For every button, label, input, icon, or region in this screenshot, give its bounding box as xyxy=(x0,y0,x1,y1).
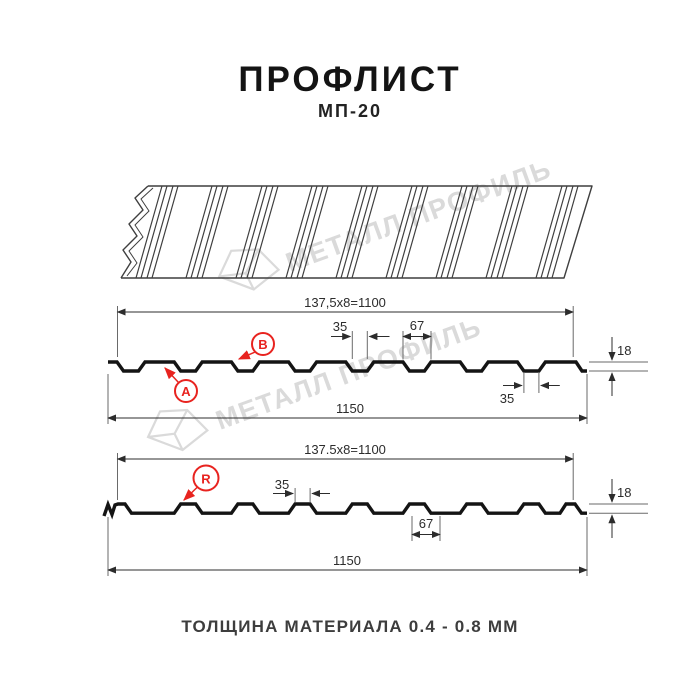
dim-label-height-ab: 18 xyxy=(617,343,631,358)
dimension-valley-r xyxy=(411,516,441,541)
callout-a-label: A xyxy=(181,384,191,399)
dimension-cover-width-ab xyxy=(116,306,575,357)
page-subtitle: МП-20 xyxy=(318,101,382,121)
dim-label-valley-r: 67 xyxy=(419,516,433,531)
dim-label-cover-width-r: 137.5x8=1100 xyxy=(304,442,386,457)
dimension-rib-bottom-ab xyxy=(503,372,560,393)
metall-profil-logo-icon xyxy=(146,408,210,452)
profile-diagram-r: 137.5x8=1100 35 67 18 xyxy=(102,442,648,576)
dimension-full-width-ab xyxy=(107,374,588,424)
sheet-perspective-sketch xyxy=(120,185,593,279)
dim-label-rib-opening-ab: 67 xyxy=(410,318,424,333)
dimension-rib-top-ab xyxy=(331,331,390,359)
dim-label-rib-top-r: 35 xyxy=(275,477,289,492)
dimension-height-r xyxy=(589,479,648,538)
callout-r-label: R xyxy=(201,472,211,487)
dimension-rib-opening-ab xyxy=(402,331,432,360)
dimension-full-width-r xyxy=(107,517,588,576)
dim-label-height-r: 18 xyxy=(617,485,631,500)
profile-diagram-ab: 137,5x8=1100 35 67 35 xyxy=(107,295,648,424)
watermark-bottom: МЕТАЛЛ ПРОФИЛЬ xyxy=(146,312,486,452)
callout-b: B xyxy=(237,332,275,360)
metall-profil-logo-icon xyxy=(217,248,281,291)
watermark-text: МЕТАЛЛ ПРОФИЛЬ xyxy=(212,312,486,436)
profile-line-r xyxy=(102,499,587,520)
dimension-cover-width-r xyxy=(116,453,575,500)
dim-label-rib-top-ab: 35 xyxy=(333,319,347,334)
page-title: ПРОФЛИСТ xyxy=(238,60,462,99)
dim-label-cover-width-ab: 137,5x8=1100 xyxy=(304,295,386,310)
dimension-height-ab xyxy=(589,337,648,396)
callout-b-label: B xyxy=(258,337,267,352)
material-thickness-note: ТОЛЩИНА МАТЕРИАЛА 0.4 - 0.8 ММ xyxy=(181,617,519,636)
dim-label-rib-bottom-ab: 35 xyxy=(500,391,514,406)
dim-label-full-width-r: 1150 xyxy=(333,553,361,568)
callout-a: A xyxy=(164,367,198,403)
profile-line-ab xyxy=(108,360,587,373)
dimension-rib-top-r xyxy=(273,488,330,502)
dim-label-full-width-ab: 1150 xyxy=(336,401,364,416)
callout-r: R xyxy=(183,464,220,501)
